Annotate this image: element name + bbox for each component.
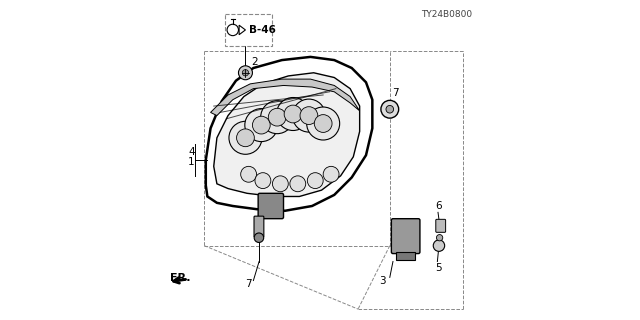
Circle shape xyxy=(245,108,278,142)
FancyBboxPatch shape xyxy=(392,219,420,253)
Circle shape xyxy=(307,107,340,140)
Circle shape xyxy=(276,98,310,131)
Circle shape xyxy=(239,66,252,80)
Circle shape xyxy=(260,101,294,134)
FancyBboxPatch shape xyxy=(436,219,445,232)
Text: 4: 4 xyxy=(188,147,195,157)
Circle shape xyxy=(241,166,257,182)
Text: 6: 6 xyxy=(436,201,442,211)
Circle shape xyxy=(229,121,262,154)
Polygon shape xyxy=(211,79,360,116)
Circle shape xyxy=(386,105,394,113)
Text: 1: 1 xyxy=(188,156,195,167)
Circle shape xyxy=(268,108,286,126)
Text: 7: 7 xyxy=(392,88,399,98)
Circle shape xyxy=(290,176,306,192)
Circle shape xyxy=(323,166,339,182)
Circle shape xyxy=(436,235,443,241)
Circle shape xyxy=(237,129,254,147)
FancyBboxPatch shape xyxy=(254,216,264,237)
Circle shape xyxy=(314,115,332,132)
Text: 7: 7 xyxy=(245,279,252,289)
Polygon shape xyxy=(214,73,360,196)
Text: B-46: B-46 xyxy=(248,25,275,35)
Text: 5: 5 xyxy=(436,263,442,273)
Circle shape xyxy=(292,99,325,132)
FancyBboxPatch shape xyxy=(396,252,415,260)
Circle shape xyxy=(307,173,323,188)
Circle shape xyxy=(284,105,302,123)
Circle shape xyxy=(252,116,270,134)
Text: TY24B0800: TY24B0800 xyxy=(422,10,472,19)
Text: 2: 2 xyxy=(252,57,259,67)
FancyBboxPatch shape xyxy=(258,193,284,219)
Circle shape xyxy=(254,233,264,243)
Circle shape xyxy=(255,173,271,188)
Circle shape xyxy=(273,176,288,192)
Circle shape xyxy=(300,107,318,124)
Circle shape xyxy=(433,240,445,252)
Circle shape xyxy=(381,100,399,118)
Circle shape xyxy=(243,69,248,76)
Text: 3: 3 xyxy=(380,276,386,285)
Text: FR.: FR. xyxy=(170,273,190,283)
